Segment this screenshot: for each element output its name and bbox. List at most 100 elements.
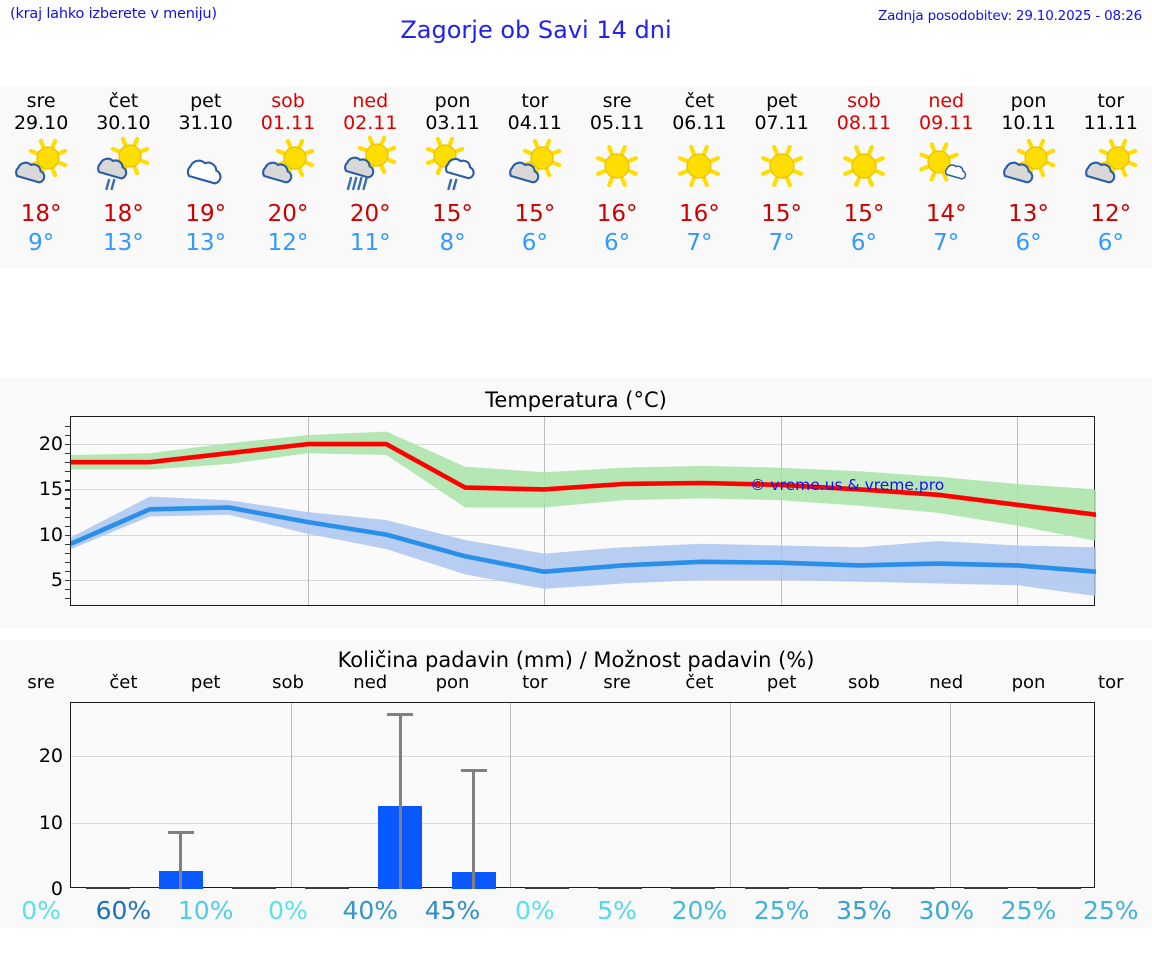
y-axis-tick-label: 10 <box>38 811 63 834</box>
precipitation-day-label: čet <box>109 672 138 693</box>
sun-cloud-rain-heavy-icon <box>336 136 404 196</box>
precipitation-bar-empty <box>817 886 862 889</box>
precipitation-probability-row: 0% 60% 10% 0% 40% 45% 0% 5% 20% 25% 35% 30% 25% 25% <box>0 892 1152 928</box>
forecast-day-column[interactable]: tor 04.11 15° 6° <box>494 86 576 268</box>
sun-cloud-icon <box>254 136 322 196</box>
day-of-week-label: pet <box>190 90 222 112</box>
day-date-label: 01.11 <box>260 112 316 134</box>
y-axis-tick-label: 15 <box>38 478 63 501</box>
max-temperature-label: 14° <box>925 201 967 227</box>
forecast-day-column[interactable]: ned 02.11 20° 11° <box>329 86 411 268</box>
min-temperature-label: 11° <box>349 230 391 256</box>
day-date-label: 10.11 <box>1001 112 1056 134</box>
min-temperature-label: 6° <box>1097 230 1124 256</box>
precipitation-probability-label: 5% <box>597 895 637 925</box>
precipitation-bar-empty <box>1037 886 1082 889</box>
uncertainty-band <box>71 496 1096 597</box>
axis-tick <box>65 498 71 500</box>
day-date-label: 31.10 <box>178 112 233 134</box>
sun-cloud-rain-light-icon <box>419 136 487 196</box>
max-temperature-label: 15° <box>514 201 556 227</box>
gridline-vertical <box>307 417 309 605</box>
y-axis-tick-label: 10 <box>38 523 63 546</box>
max-temperature-label: 15° <box>432 201 473 227</box>
precipitation-bar-empty <box>232 886 277 889</box>
min-temperature-label: 6° <box>521 230 548 256</box>
min-temperature-label: 13° <box>103 230 144 256</box>
day-of-week-label: tor <box>521 90 549 112</box>
day-date-label: 06.11 <box>672 112 727 134</box>
precipitation-bar-empty <box>85 886 130 889</box>
gridline <box>71 822 1094 824</box>
cloud-icon <box>172 136 240 196</box>
forecast-day-column[interactable]: tor 11.11 12° 6° <box>1070 86 1152 268</box>
gridline <box>71 444 1094 446</box>
min-temperature-label: 9° <box>28 230 55 256</box>
day-of-week-label: pon <box>1010 90 1047 112</box>
sun-smallcloud-icon <box>912 136 980 196</box>
max-temperature-label: 15° <box>761 201 803 227</box>
axis-tick <box>65 435 71 437</box>
sun-cloud-icon <box>501 136 569 196</box>
precipitation-probability-label: 30% <box>918 895 975 925</box>
y-axis-tick-label: 5 <box>50 568 63 591</box>
precipitation-probability-label: 35% <box>836 895 892 925</box>
forecast-day-column[interactable]: pon 03.11 15° 8° <box>411 86 493 268</box>
precipitation-bar-empty <box>964 886 1009 889</box>
forecast-day-column[interactable]: sob 08.11 15° 6° <box>823 86 905 268</box>
axis-tick <box>65 453 71 455</box>
day-of-week-label: sob <box>271 90 305 112</box>
sun-cloud-icon <box>7 136 75 196</box>
precipitation-error-bar <box>398 712 402 889</box>
forecast-day-column[interactable]: pet 07.11 15° 7° <box>741 86 823 268</box>
forecast-day-column[interactable]: pet 31.10 19° 13° <box>165 86 247 268</box>
precipitation-error-cap <box>460 769 487 773</box>
gridline <box>71 756 1094 758</box>
sun-cloud-icon <box>1077 136 1145 196</box>
precipitation-plot-area: 0 10 20 <box>39 702 1095 900</box>
sun-icon <box>583 136 651 196</box>
axis-tick <box>65 462 71 464</box>
sun-icon <box>665 136 733 196</box>
forecast-day-column[interactable]: pon 10.11 13° 6° <box>987 86 1069 268</box>
gridline-vertical <box>290 703 292 887</box>
forecast-day-column[interactable]: sob 01.11 20° 12° <box>247 86 329 268</box>
sun-cloud-rain-icon <box>89 136 157 196</box>
forecast-day-column[interactable]: čet 06.11 16° 7° <box>658 86 740 268</box>
axis-tick <box>65 489 71 491</box>
temperature-series-layer <box>71 431 1096 597</box>
temperature-chart-panel: Temperatura (°C) 5 10 15 20 © vreme.us & vr… <box>0 378 1152 628</box>
max-temperature-label: 20° <box>349 201 391 227</box>
day-date-label: 11.11 <box>1083 112 1138 134</box>
temperature-line <box>71 441 1096 517</box>
sun-icon <box>748 136 816 196</box>
day-date-label: 07.11 <box>754 112 809 134</box>
forecast-day-column[interactable]: čet 30.10 18° 13° <box>82 86 164 268</box>
day-of-week-label: pet <box>766 90 798 112</box>
precipitation-day-label: sob <box>272 672 304 693</box>
precipitation-day-label: pon <box>1011 672 1046 693</box>
min-temperature-label: 7° <box>768 230 795 256</box>
day-date-label: 03.11 <box>425 112 480 134</box>
min-temperature-label: 12° <box>267 230 309 256</box>
max-temperature-label: 19° <box>185 201 227 227</box>
min-temperature-label: 6° <box>850 230 878 256</box>
forecast-day-column[interactable]: sre 29.10 18° 9° <box>0 86 82 268</box>
precipitation-bar-empty <box>744 886 789 889</box>
day-date-label: 08.11 <box>836 112 892 134</box>
forecast-day-column[interactable]: ned 09.11 14° 7° <box>905 86 987 268</box>
axis-tick <box>65 480 71 482</box>
temperature-plot-area: 5 10 15 20 <box>39 416 1096 606</box>
gridline-vertical <box>780 417 782 605</box>
precipitation-day-label: tor <box>1098 672 1124 693</box>
max-temperature-label: 13° <box>1008 201 1049 227</box>
day-of-week-label: pon <box>434 90 471 112</box>
max-temperature-label: 16° <box>596 201 638 227</box>
axis-tick <box>65 525 71 527</box>
forecast-day-column[interactable]: sre 05.11 16° 6° <box>576 86 658 268</box>
precipitation-day-label: pet <box>190 672 221 693</box>
last-update-text: Zadnja posodobitev: 29.10.2025 - 08:26 <box>878 8 1142 24</box>
precipitation-probability-label: 25% <box>1083 895 1139 925</box>
precipitation-probability-label: 0% <box>268 895 308 925</box>
day-of-week-label: sob <box>847 90 881 112</box>
